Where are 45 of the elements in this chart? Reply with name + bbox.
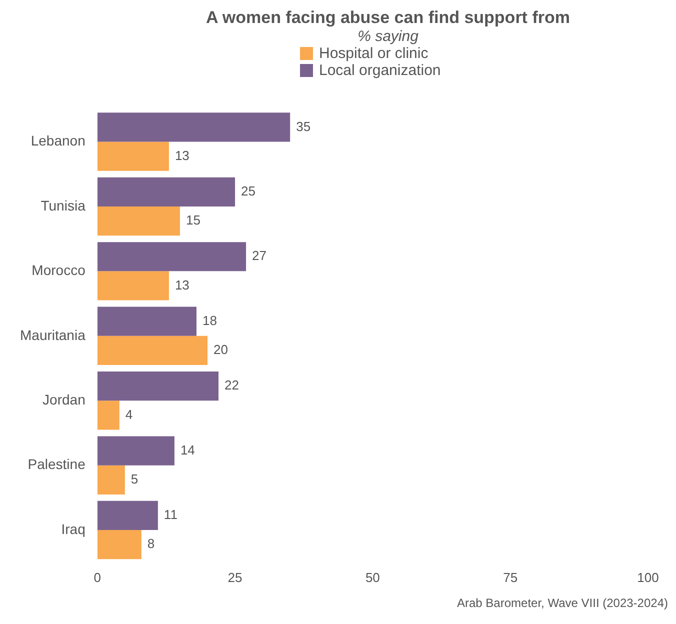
bar <box>97 112 290 142</box>
data-label: 20 <box>213 342 228 358</box>
x-tick-label: 50 <box>365 570 380 585</box>
y-tick-label: Jordan <box>42 391 86 408</box>
data-label: 8 <box>147 536 155 552</box>
bar <box>97 530 142 560</box>
data-label: 15 <box>186 212 200 228</box>
bar <box>97 500 158 530</box>
bar <box>97 436 174 466</box>
data-label: 5 <box>130 471 138 486</box>
legend-label: Hospital or clinic <box>319 45 428 62</box>
y-tick-label: Lebanon <box>30 132 86 149</box>
y-tick-label: Iraq <box>61 520 86 537</box>
data-label: 22 <box>224 378 239 393</box>
chart-title: A women facing abuse can find support from <box>205 8 571 28</box>
bar <box>97 142 169 171</box>
y-tick-label: Tunisia <box>40 197 86 214</box>
legend-label: Local organization <box>319 62 441 79</box>
bar <box>97 400 120 430</box>
bar <box>97 465 125 494</box>
x-tick-label: 100 <box>637 570 659 585</box>
x-tick-label: 75 <box>503 570 518 585</box>
bar <box>97 206 180 236</box>
data-label: 25 <box>241 183 256 198</box>
data-label: 18 <box>202 312 217 328</box>
x-tick-label: 25 <box>228 570 242 585</box>
bar <box>97 371 219 401</box>
bar <box>97 242 246 272</box>
data-label: 4 <box>125 406 133 422</box>
text: Arab Barometer, Wave VIII (2023-2024) <box>456 596 668 610</box>
x-tick-label: 0 <box>94 570 101 585</box>
data-label: 27 <box>252 248 267 264</box>
bar <box>97 177 236 206</box>
y-tick-label: Mauritania <box>20 326 86 343</box>
data-label: 11 <box>164 507 178 522</box>
data-label: 14 <box>180 442 195 458</box>
chart-subtitle: % saying <box>356 28 420 45</box>
bar <box>97 336 208 366</box>
y-tick-label: Palestine <box>28 456 86 472</box>
data-label: 13 <box>174 277 190 292</box>
bar <box>97 306 196 336</box>
y-tick-label: Morocco <box>32 262 86 278</box>
data-label: 13 <box>174 148 190 163</box>
data-label: 35 <box>296 118 311 134</box>
bar <box>97 271 169 300</box>
